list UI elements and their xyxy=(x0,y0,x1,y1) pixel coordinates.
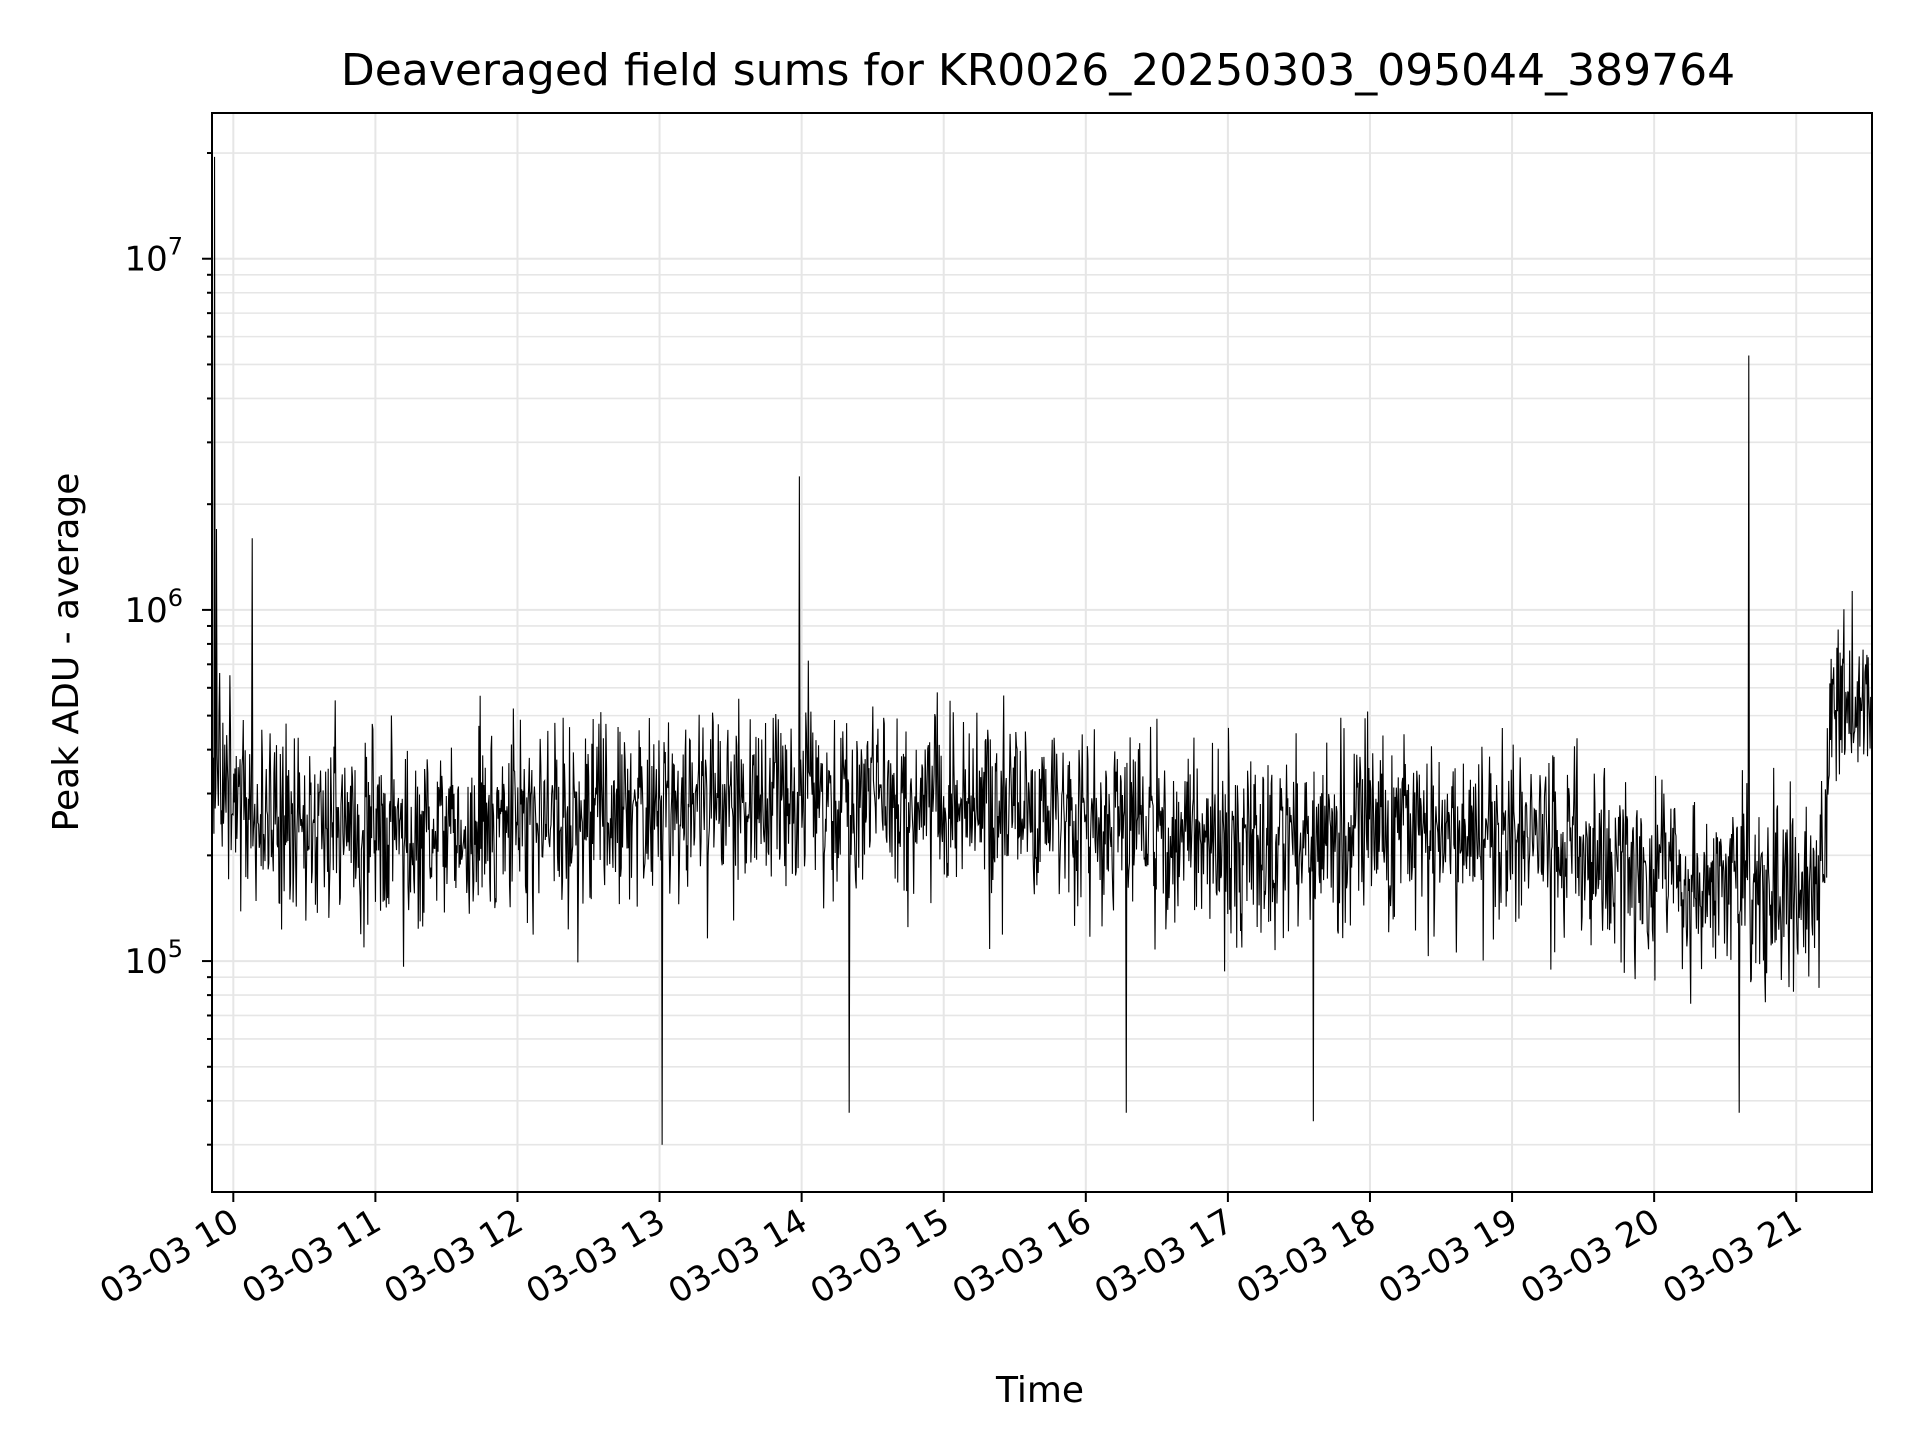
series-path xyxy=(211,156,1873,1145)
y-tick-exponent: 5 xyxy=(168,935,183,963)
y-tick-exponent: 7 xyxy=(168,233,183,261)
y-tick-base: 10 xyxy=(124,591,167,631)
y-tick-label: 106 xyxy=(124,584,183,631)
y-tick-base: 10 xyxy=(124,942,167,982)
y-tick-exponent: 6 xyxy=(168,584,183,612)
y-tick-label: 105 xyxy=(124,935,183,982)
chart-title: Deaveraged field sums for KR0026_2025030… xyxy=(341,45,1735,96)
y-tick-label: 107 xyxy=(124,233,183,280)
plot-frame xyxy=(211,112,1873,1193)
y-axis-label: Peak ADU - average xyxy=(46,473,87,832)
y-tick-base: 10 xyxy=(124,240,167,280)
series-line xyxy=(211,156,1873,1145)
x-axis-label: Time xyxy=(995,1370,1084,1411)
